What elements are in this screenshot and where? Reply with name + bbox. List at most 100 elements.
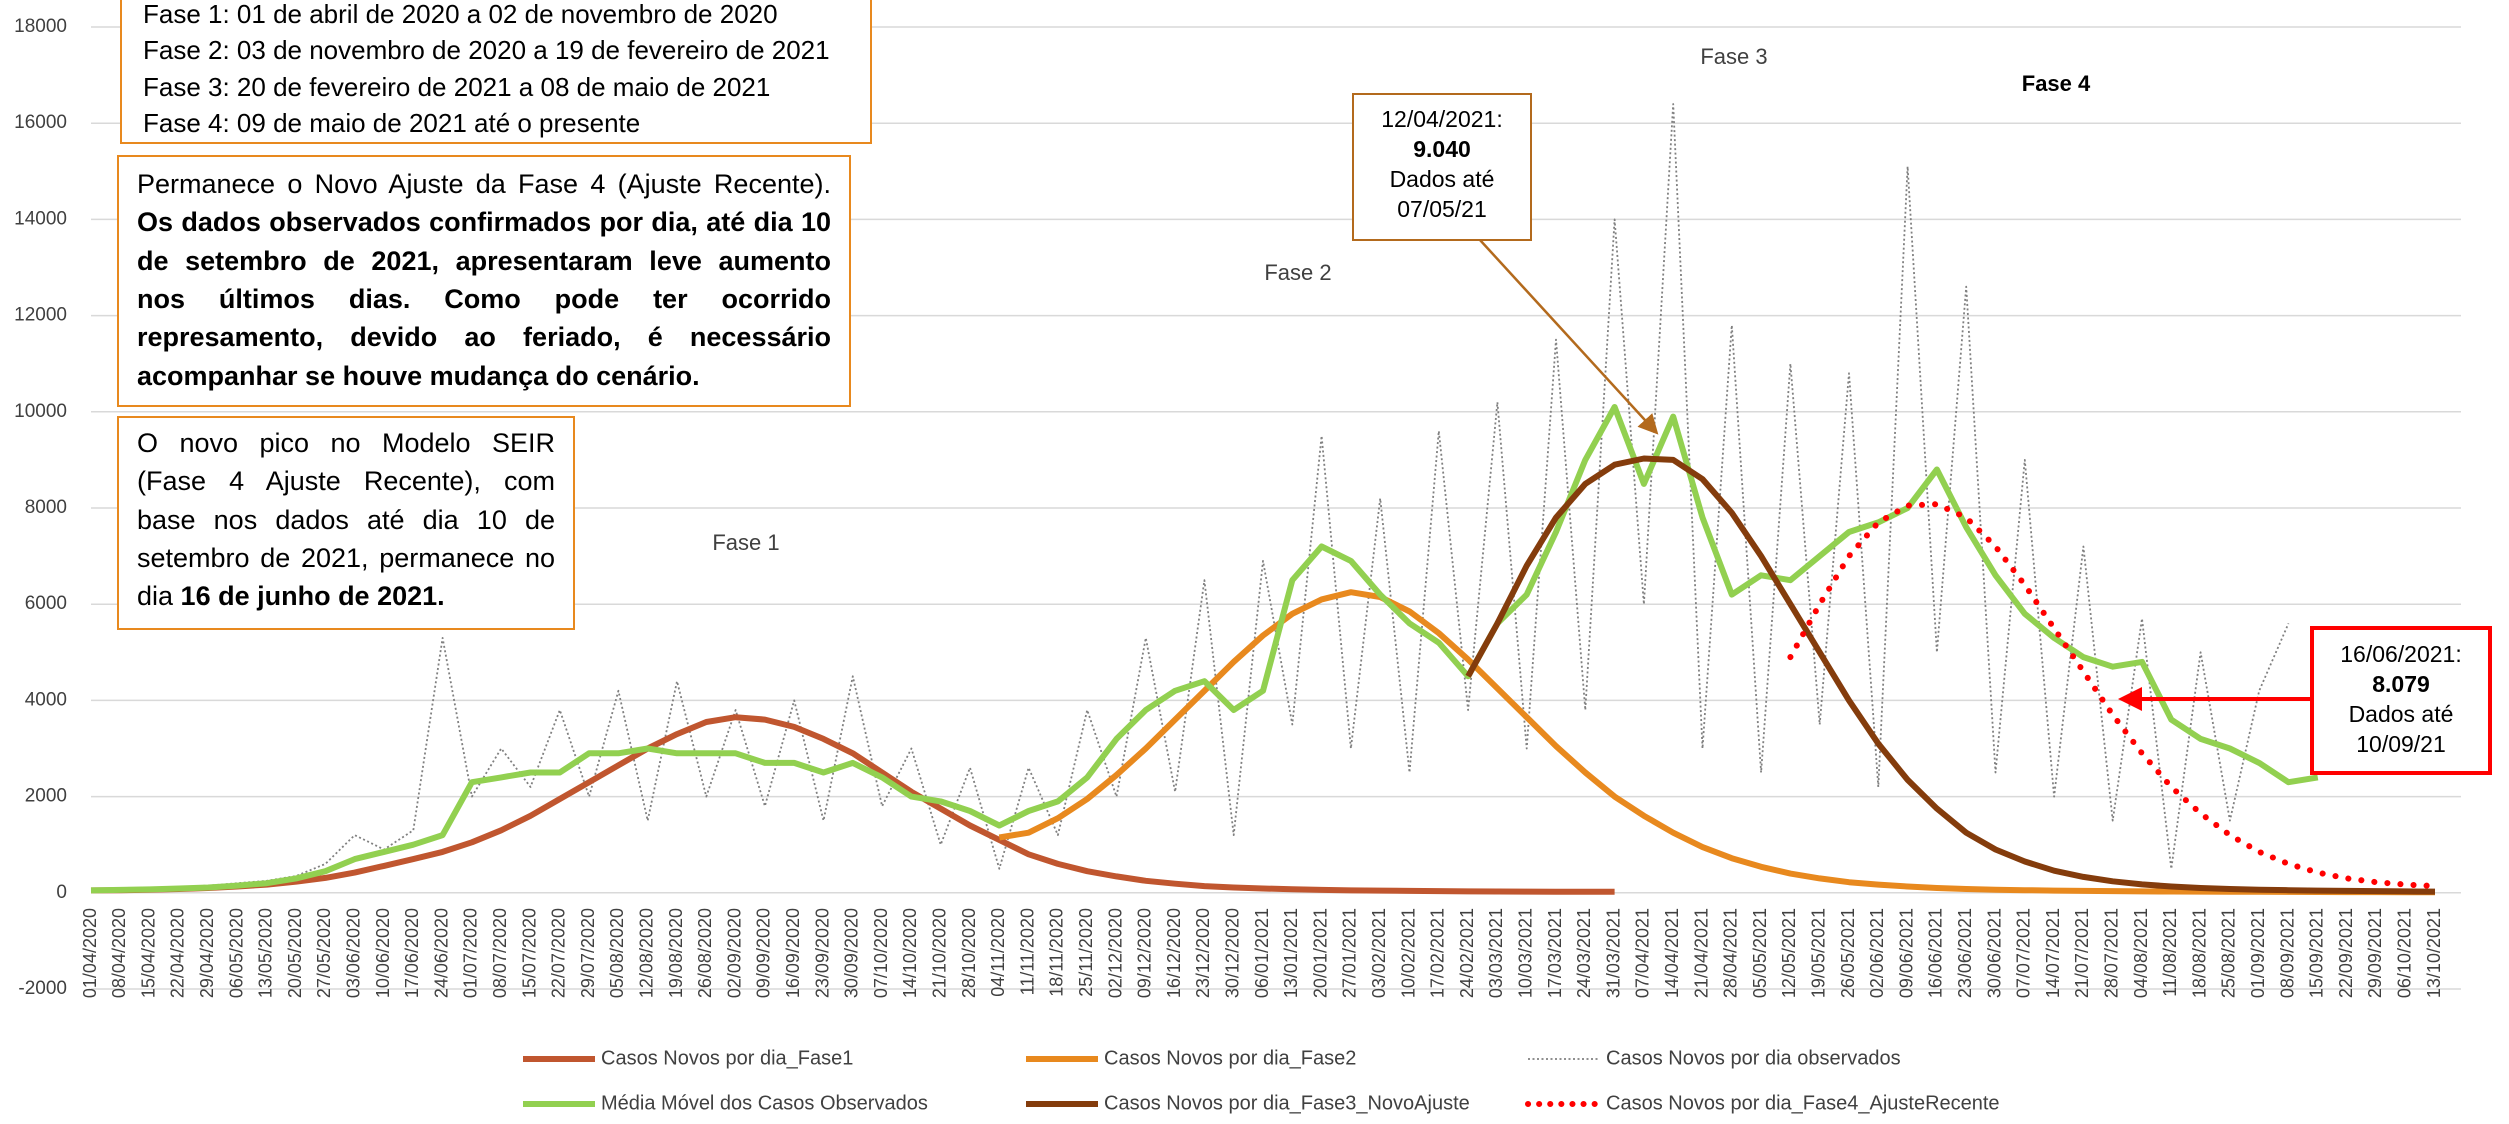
x-tick-label: 21/10/2020 — [929, 908, 949, 998]
x-tick-label: 15/07/2020 — [519, 908, 539, 998]
callout-line: 9.040 — [1413, 135, 1471, 162]
x-tick-label: 24/06/2020 — [431, 908, 451, 998]
series-line — [1465, 455, 2436, 895]
x-tick-label: 18/11/2020 — [1047, 908, 1067, 997]
x-tick-label: 02/12/2020 — [1105, 908, 1125, 998]
y-tick-label: -2000 — [18, 978, 67, 999]
x-tick-label: 23/06/2021 — [1955, 908, 1975, 998]
series-line — [90, 714, 1615, 895]
x-tick-label: 24/02/2021 — [1457, 908, 1477, 998]
x-tick-label: 17/03/2021 — [1545, 908, 1565, 998]
y-tick-label: 2000 — [25, 786, 67, 807]
x-tick-label: 14/10/2020 — [900, 908, 920, 998]
peak-text: O novo pico no Modelo SEIR (Fase 4 Ajust… — [137, 428, 555, 612]
x-tick-label: 11/08/2021 — [2160, 908, 2180, 997]
x-tick-label: 17/06/2020 — [402, 908, 422, 998]
phase-date: Fase 3: 20 de fevereiro de 2021 a 08 de … — [143, 71, 771, 102]
x-tick-label: 15/09/2021 — [2307, 908, 2327, 998]
legend-label: Casos Novos por dia_Fase4_AjusteRecente — [1606, 1092, 2000, 1114]
phase-label: Fase 1 — [712, 530, 779, 555]
x-tick-label: 01/07/2020 — [461, 908, 481, 998]
series-line — [90, 404, 2319, 894]
phase-label: Fase 3 — [1700, 44, 1767, 69]
y-tick-label: 16000 — [14, 112, 67, 133]
callout-line: 07/05/21 — [1397, 195, 1487, 222]
y-tick-label: 12000 — [14, 305, 67, 326]
x-tick-label: 04/11/2020 — [988, 908, 1008, 997]
phase-date: Fase 1: 01 de abril de 2020 a 02 de nove… — [143, 0, 778, 29]
x-tick-label: 23/09/2020 — [812, 908, 832, 998]
peak-text-bold: 16 de junho de 2021. — [180, 581, 445, 612]
x-tick-label: 16/12/2020 — [1164, 908, 1184, 998]
x-tick-label: 07/10/2020 — [871, 908, 891, 998]
x-tick-label: 13/05/2020 — [256, 908, 276, 998]
y-tick-label: 14000 — [14, 208, 67, 229]
x-tick-label: 09/09/2020 — [754, 908, 774, 998]
x-tick-label: 03/03/2021 — [1486, 908, 1506, 998]
x-tick-label: 17/02/2021 — [1428, 908, 1448, 998]
x-tick-label: 20/01/2021 — [1310, 908, 1330, 998]
note-text-bold: Os dados observados confirmados por dia,… — [137, 207, 831, 391]
legend-label: Casos Novos por dia observados — [1606, 1047, 1901, 1069]
x-tick-label: 30/12/2020 — [1222, 908, 1242, 998]
x-tick-label: 07/07/2021 — [2014, 908, 2034, 998]
x-tick-label: 28/10/2020 — [959, 908, 979, 998]
x-tick-label: 10/02/2021 — [1398, 908, 1418, 998]
x-tick-label: 12/05/2021 — [1779, 908, 1799, 998]
peak-box: O novo pico no Modelo SEIR (Fase 4 Ajust… — [117, 416, 575, 630]
x-tick-label: 08/04/2020 — [109, 908, 129, 998]
y-tick-label: 0 — [56, 882, 67, 903]
x-tick-label: 03/06/2020 — [343, 908, 363, 998]
phase-date: Fase 4: 09 de maio de 2021 até o present… — [143, 108, 641, 139]
x-tick-label: 03/02/2021 — [1369, 908, 1389, 998]
x-tick-label: 06/05/2020 — [226, 908, 246, 998]
x-tick-label: 05/08/2020 — [607, 908, 627, 998]
phase-label: Fase 4 — [2022, 71, 2091, 96]
x-tick-label: 31/03/2021 — [1603, 908, 1623, 998]
x-tick-label: 07/04/2021 — [1633, 908, 1653, 998]
x-tick-label: 25/08/2021 — [2219, 908, 2239, 998]
x-tick-label: 25/11/2020 — [1076, 908, 1096, 997]
y-tick-label: 10000 — [14, 401, 67, 422]
x-tick-label: 04/08/2021 — [2131, 908, 2151, 998]
callout-line: 10/09/21 — [2356, 730, 2446, 757]
x-tick-label: 26/05/2021 — [1838, 908, 1858, 998]
x-tick-label: 14/07/2021 — [2043, 908, 2063, 998]
x-tick-label: 06/01/2021 — [1252, 908, 1272, 998]
x-tick-label: 30/09/2020 — [842, 908, 862, 998]
callout-line: 8.079 — [2372, 670, 2430, 697]
x-tick-label: 13/01/2021 — [1281, 908, 1301, 998]
x-tick-label: 27/05/2020 — [314, 908, 334, 998]
x-tick-label: 22/09/2021 — [2336, 908, 2356, 998]
x-tick-label: 18/08/2021 — [2189, 908, 2209, 998]
x-tick-label: 08/07/2020 — [490, 908, 510, 998]
x-tick-label: 05/05/2021 — [1750, 908, 1770, 998]
x-tick-label: 29/09/2021 — [2365, 908, 2385, 998]
x-tick-label: 16/09/2020 — [783, 908, 803, 998]
y-tick-label: 4000 — [25, 689, 67, 710]
x-tick-label: 30/06/2021 — [1984, 908, 2004, 998]
callout-arrow — [1479, 239, 1659, 435]
x-tick-label: 01/09/2021 — [2248, 908, 2268, 998]
x-tick-label: 22/07/2020 — [549, 908, 569, 998]
note-text: Permanece o Novo Ajuste da Fase 4 (Ajust… — [137, 169, 831, 199]
x-tick-label: 12/08/2020 — [636, 908, 656, 998]
x-tick-label: 10/03/2021 — [1515, 908, 1535, 998]
x-tick-label: 08/09/2021 — [2277, 908, 2297, 998]
x-tick-label: 26/08/2020 — [695, 908, 715, 998]
x-tick-label: 13/10/2021 — [2424, 908, 2444, 998]
x-tick-label: 11/11/2020 — [1017, 908, 1037, 995]
x-tick-label: 20/05/2020 — [285, 908, 305, 998]
x-tick-label: 28/07/2021 — [2101, 908, 2121, 998]
y-tick-label: 6000 — [25, 593, 67, 614]
phase-dates-box: Fase 1: 01 de abril de 2020 a 02 de nove… — [120, 0, 872, 144]
legend-label: Casos Novos por dia_Fase1 — [601, 1047, 853, 1069]
x-tick-label: 29/07/2020 — [578, 908, 598, 998]
callout: 12/04/2021: 9.040 Dados até 07/05/21 — [1352, 93, 1532, 241]
callout: 16/06/2021: 8.079 Dados até 10/09/21 — [2310, 626, 2492, 775]
x-tick-label: 16/06/2021 — [1926, 908, 1946, 998]
legend-label: Média Móvel dos Casos Observados — [601, 1092, 928, 1114]
x-tick-label: 02/06/2021 — [1867, 908, 1887, 998]
x-tick-label: 14/04/2021 — [1662, 908, 1682, 998]
